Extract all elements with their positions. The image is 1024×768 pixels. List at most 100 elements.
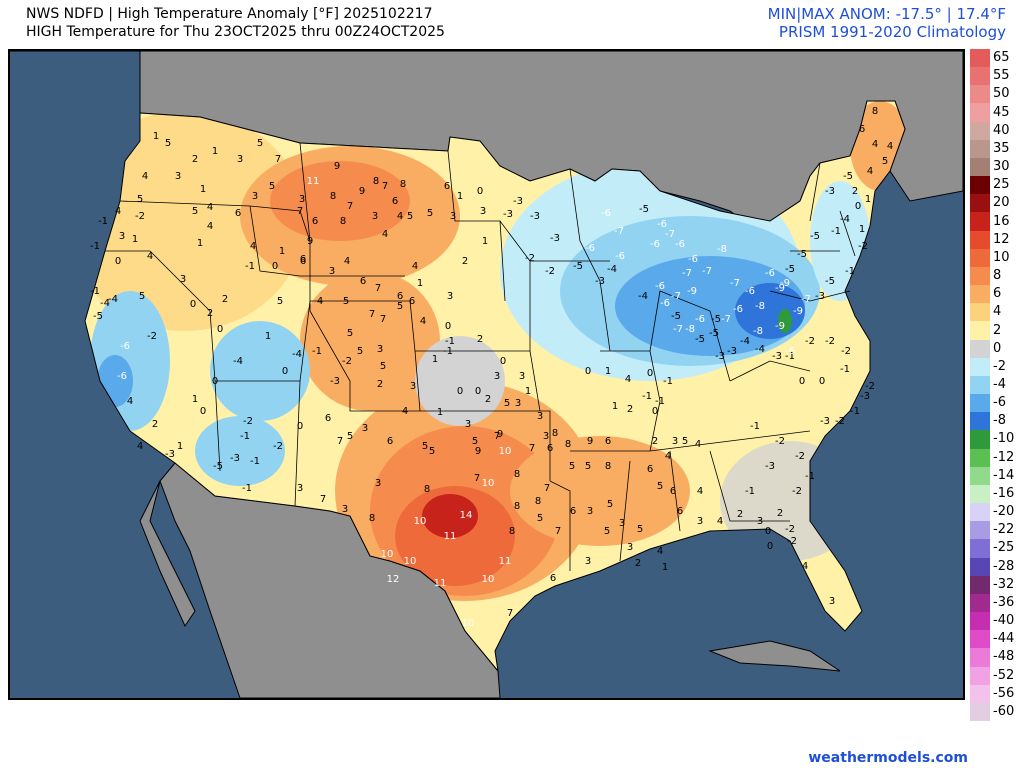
anomaly-value-label: 10 — [462, 618, 475, 629]
anomaly-value-label: -2 — [835, 416, 845, 427]
legend-swatch — [970, 85, 990, 104]
anomaly-value-label: -7 — [801, 294, 811, 305]
anomaly-value-label: -3 — [165, 449, 175, 460]
legend-label: 40 — [993, 122, 1010, 138]
anomaly-value-label: 5 — [657, 481, 663, 492]
anomaly-value-label: 5 — [637, 524, 643, 535]
anomaly-value-label: 1 — [437, 407, 443, 418]
legend-label: -56 — [993, 685, 1015, 701]
anomaly-value-label: 2 — [652, 436, 658, 447]
anomaly-value-label: -2 — [805, 336, 815, 347]
anomaly-value-label: 5 — [422, 441, 428, 452]
legend-swatch — [970, 121, 990, 141]
anomaly-value-label: -2 — [147, 331, 157, 342]
anomaly-value-label: 5 — [192, 206, 198, 217]
anomaly-value-label: -4 — [638, 291, 648, 302]
anomaly-value-label: -2 — [795, 451, 805, 462]
anomaly-value-label: 10 — [482, 478, 495, 489]
anomaly-value-label: 0 — [212, 376, 218, 387]
anomaly-value-label: 3 — [619, 518, 625, 529]
anomaly-value-label: 7 — [494, 431, 500, 442]
anomaly-value-label: 3 — [237, 154, 243, 165]
anomaly-value-label: 6 — [300, 256, 306, 267]
anomaly-value-label: 4 — [207, 202, 213, 213]
anomaly-value-label: 5 — [607, 499, 613, 510]
legend-swatch — [970, 212, 990, 232]
anomaly-value-label: 7 — [337, 436, 343, 447]
anomaly-value-label: 0 — [765, 526, 771, 537]
anomaly-value-label: 14 — [460, 510, 473, 521]
anomaly-value-label: -8 — [753, 326, 763, 337]
anomaly-value-label: -6 — [695, 314, 705, 325]
anomaly-value-label: 11 — [434, 578, 447, 589]
anomaly-value-label: -5 — [843, 171, 853, 182]
anomaly-value-label: 6 — [387, 436, 393, 447]
anomaly-value-label: -5 — [671, 311, 681, 322]
anomaly-value-label: -5 — [709, 328, 719, 339]
anomaly-value-label: 3 — [543, 431, 549, 442]
anomaly-value-label: -2 — [775, 436, 785, 447]
legend-swatch — [970, 448, 990, 468]
anomaly-value-label: -4 — [607, 264, 617, 275]
anomaly-value-label: 3 — [515, 398, 521, 409]
anomaly-value-label: 6 — [605, 436, 611, 447]
legend-swatch — [970, 575, 990, 595]
anomaly-value-label: -2 — [342, 356, 352, 367]
anomaly-value-label: -1 — [445, 336, 455, 347]
anomaly-value-label: -6 — [733, 304, 743, 315]
anomaly-value-label: -3 — [820, 416, 830, 427]
anomaly-value-label: 5 — [397, 301, 403, 312]
anomaly-value-label: -1 — [745, 486, 755, 497]
anomaly-value-label: 8 — [400, 179, 406, 190]
anomaly-value-label: -2 — [525, 253, 535, 264]
anomaly-value-label: 4 — [717, 516, 723, 527]
legend-swatch — [970, 412, 990, 431]
anomaly-value-label: 4 — [802, 561, 808, 572]
anomaly-value-label: 0 — [190, 299, 196, 310]
anomaly-value-label: 3 — [672, 436, 678, 447]
anomaly-value-label: 3 — [375, 478, 381, 489]
anomaly-value-label: -4 — [100, 298, 110, 309]
anomaly-value-label: 0 — [282, 366, 288, 377]
anomaly-value-label: -6 — [120, 341, 130, 352]
anomaly-value-label: 6 — [677, 506, 683, 517]
anomaly-value-label: 1 — [212, 146, 218, 157]
anomaly-value-label: -5 — [785, 264, 795, 275]
anomaly-value-label: 4 — [695, 439, 701, 450]
anomaly-value-label: -2 — [787, 536, 797, 547]
anomaly-value-label: 8 — [369, 513, 375, 524]
anomaly-value-label: 5 — [139, 291, 145, 302]
anomaly-value-label: 5 — [257, 138, 263, 149]
anomaly-value-label: 3 — [494, 371, 500, 382]
anomaly-value-label: -2 — [841, 346, 851, 357]
anomaly-value-label: 5 — [347, 431, 353, 442]
anomaly-value-label: -5 — [711, 314, 721, 325]
cuba-land — [708, 640, 841, 672]
legend-swatch — [970, 49, 990, 68]
anomaly-value-label: -4 — [740, 336, 750, 347]
anomaly-value-label: -1 — [240, 431, 250, 442]
anomaly-value-label: 4 — [317, 296, 323, 307]
anomaly-value-label: -4 — [755, 344, 765, 355]
anomaly-value-label: 5 — [165, 138, 171, 149]
anomaly-value-label: 2 — [737, 509, 743, 520]
anomaly-value-label: 3 — [299, 194, 305, 205]
legend-label: -4 — [993, 377, 1006, 392]
anomaly-value-label: -6 — [615, 251, 625, 262]
anomaly-value-label: -1 — [642, 391, 652, 402]
anomaly-value-label: -6 — [675, 239, 685, 250]
anomaly-value-label: 6 — [670, 486, 676, 497]
anomaly-value-label: 6 — [444, 181, 450, 192]
anomaly-value-label: 8 — [340, 216, 346, 227]
legend-label: 20 — [993, 195, 1010, 211]
site-credit[interactable]: weathermodels.com — [808, 750, 968, 766]
anomaly-value-label: -1 — [831, 226, 841, 237]
anomaly-value-label: -6 — [655, 281, 665, 292]
anomaly-value-label: 5 — [537, 513, 543, 524]
anomaly-value-label: 8 — [514, 501, 520, 512]
anomaly-value-label: -2 — [865, 381, 875, 392]
anomaly-value-label: 4 — [142, 171, 148, 182]
anomaly-value-label: 3 — [362, 423, 368, 434]
anomaly-value-label: 7 — [297, 206, 303, 217]
anomaly-value-label: 1 — [265, 331, 271, 342]
